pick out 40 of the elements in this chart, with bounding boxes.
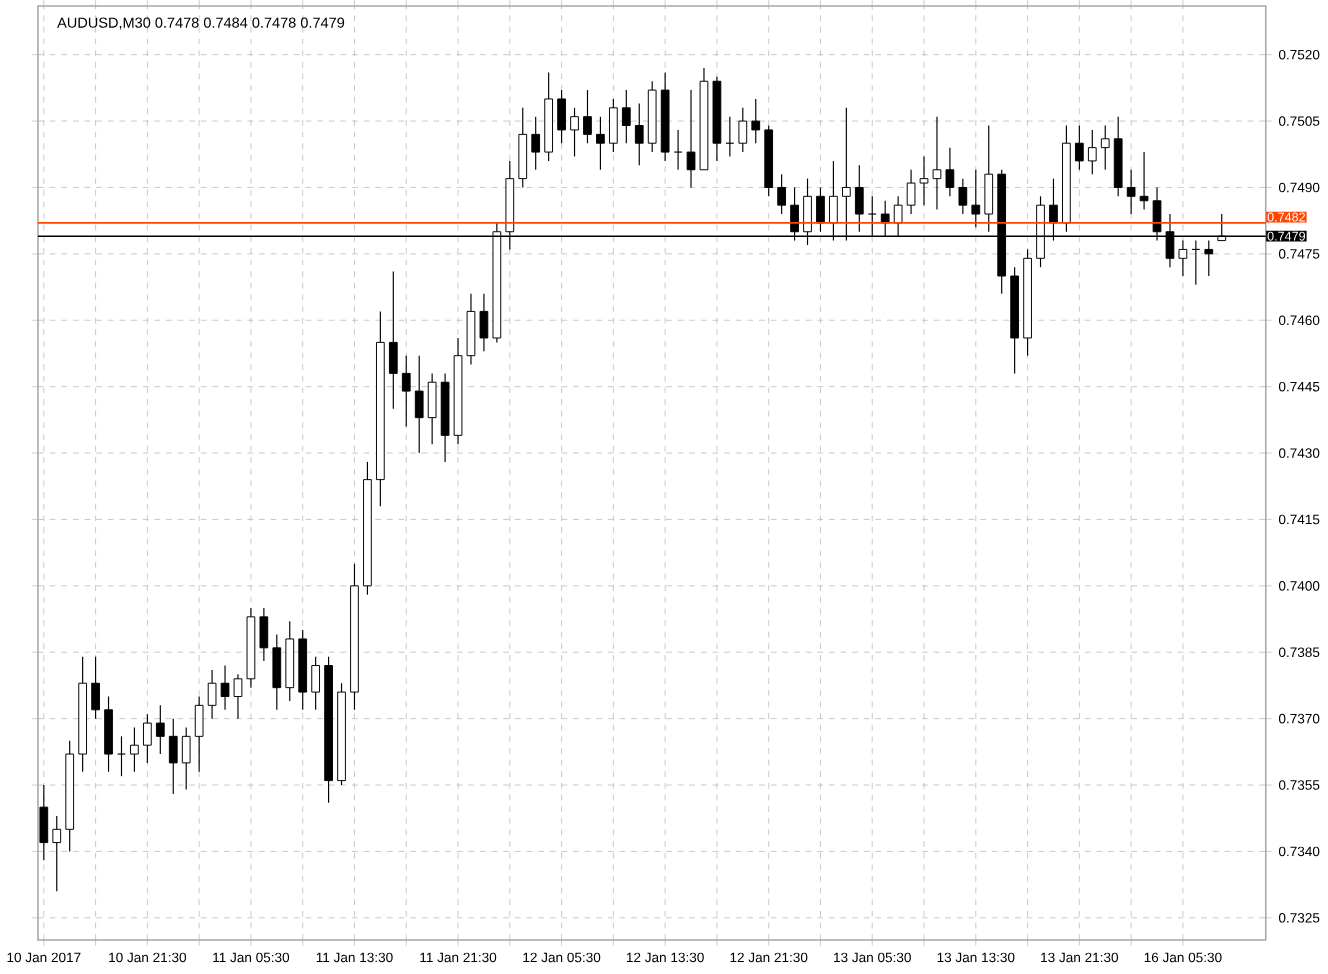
candlestick	[1126, 169, 1136, 216]
candlestick	[738, 107, 748, 154]
candlestick	[311, 656, 321, 711]
candlestick	[634, 103, 644, 167]
candlestick	[673, 129, 683, 171]
candlestick	[971, 169, 981, 229]
candlestick	[259, 607, 269, 663]
candlestick	[945, 147, 955, 198]
candlestick	[39, 784, 49, 862]
candlestick	[1204, 240, 1214, 278]
candlestick	[1178, 240, 1188, 278]
candlestick	[143, 714, 152, 764]
candlestick	[570, 107, 579, 158]
candlestick	[608, 98, 618, 154]
candlestick	[777, 174, 787, 216]
candlestick	[117, 736, 126, 778]
candlestick	[414, 355, 424, 455]
candlestick	[583, 89, 592, 145]
candlestick	[518, 107, 528, 189]
candlestick	[91, 656, 100, 720]
candlestick	[621, 89, 631, 145]
candlestick	[401, 355, 411, 428]
candlestick	[751, 98, 761, 145]
candlestick	[596, 116, 605, 171]
candlestick	[181, 727, 191, 791]
candlestick	[194, 696, 204, 773]
candlestick	[958, 178, 968, 216]
candlestick	[388, 271, 398, 410]
candlestick	[427, 373, 437, 446]
candlestick	[531, 116, 541, 171]
candlestick	[130, 727, 139, 773]
candlestick	[104, 696, 113, 773]
candlestick	[1100, 125, 1110, 171]
candlestick	[1074, 125, 1084, 171]
candlestick	[52, 815, 62, 893]
candlestick	[155, 705, 165, 756]
candlestick	[272, 634, 282, 711]
candlestick	[168, 718, 178, 795]
candlestick	[557, 89, 566, 145]
candlestick	[1087, 129, 1097, 176]
